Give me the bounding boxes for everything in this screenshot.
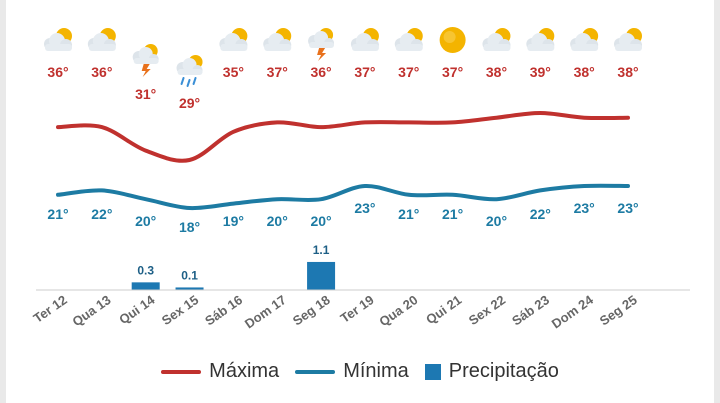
min-temp-label: 18° <box>179 219 200 235</box>
sun-cloud-icon <box>482 28 511 51</box>
legend-item-precip[interactable]: Precipitação <box>424 360 559 383</box>
min-temp-label: 23° <box>354 200 375 216</box>
x-tick-label: Dom 24 <box>549 292 597 332</box>
thunderstorm-icon <box>308 28 335 61</box>
max-temp-label: 37° <box>442 64 463 80</box>
sun-cloud-icon <box>219 28 248 51</box>
max-temp-label: 37° <box>267 64 288 80</box>
x-tick-label: Sáb 16 <box>202 292 245 328</box>
x-tick-label: Dom 17 <box>242 292 289 331</box>
rain-cloud-icon <box>176 55 203 87</box>
legend-item-min[interactable]: Mínima <box>295 360 409 383</box>
x-tick-label: Sex 15 <box>159 292 201 328</box>
min-temp-label: 20° <box>135 213 156 229</box>
x-tick-label: Seg 18 <box>290 292 333 328</box>
x-tick-label: Sáb 23 <box>509 292 552 328</box>
min-temp-label: 22° <box>91 206 112 222</box>
min-swatch <box>295 369 336 374</box>
min-temp-label: 21° <box>47 206 68 222</box>
precip-bar <box>131 282 160 290</box>
precip-label: 0.1 <box>181 268 198 282</box>
max-temp-label: 36° <box>310 64 331 80</box>
min-temp-label: 22° <box>530 206 551 222</box>
min-temp-label: 23° <box>574 200 595 216</box>
max-temp-label: 36° <box>91 64 112 80</box>
min-temp-label: 23° <box>617 200 638 216</box>
max-line <box>56 110 630 163</box>
max-temp-label: 35° <box>223 64 244 80</box>
precip-swatch <box>424 363 441 380</box>
max-swatch <box>161 369 202 374</box>
x-tick-label: Qua 20 <box>376 292 420 329</box>
x-tick-label: Sex 22 <box>466 292 508 328</box>
left-edge <box>0 0 6 403</box>
precip-bar <box>175 287 204 290</box>
max-temp-label: 31° <box>135 86 156 102</box>
min-temp-label: 20° <box>486 213 507 229</box>
max-temp-label: 29° <box>179 95 200 111</box>
right-edge <box>714 0 720 403</box>
sun-cloud-icon <box>44 28 72 51</box>
sun-cloud-icon <box>570 28 599 51</box>
legend-item-max[interactable]: Máxima <box>161 360 279 383</box>
precip-label: 1.1 <box>313 243 330 257</box>
sun-cloud-icon <box>526 28 555 51</box>
min-temp-label: 19° <box>223 213 244 229</box>
x-tick-label: Ter 19 <box>337 292 376 326</box>
sun-cloud-icon <box>614 28 642 51</box>
min-temp-label: 21° <box>398 206 419 222</box>
precip-bar <box>307 261 336 290</box>
x-tick-label: Qui 14 <box>116 292 158 328</box>
max-temp-label: 37° <box>354 64 375 80</box>
thunderstorm-icon <box>132 44 159 77</box>
max-temp-label: 38° <box>617 64 638 80</box>
sun-cloud-icon <box>87 28 116 51</box>
min-line <box>56 183 630 211</box>
sun-icon <box>439 27 466 53</box>
min-temp-label: 21° <box>442 206 463 222</box>
max-temp-label: 38° <box>486 64 507 80</box>
x-tick-label: Seg 25 <box>597 292 640 328</box>
legend: Máxima Mínima Precipitação <box>0 360 720 383</box>
legend-label-precip: Precipitação <box>448 360 559 382</box>
x-tick-label: Qua 13 <box>69 292 113 329</box>
max-temp-label: 39° <box>530 64 551 80</box>
min-temp-label: 20° <box>310 213 331 229</box>
min-temp-label: 20° <box>267 213 288 229</box>
precip-label: 0.3 <box>137 263 154 277</box>
max-temp-label: 36° <box>47 64 68 80</box>
sun-cloud-icon <box>263 28 292 51</box>
sun-cloud-icon <box>350 28 379 51</box>
legend-label-min: Mínima <box>343 360 409 382</box>
sun-cloud-icon <box>394 28 423 51</box>
x-tick-label: Qui 21 <box>423 292 464 327</box>
max-temp-label: 37° <box>398 64 419 80</box>
x-tick-label: Ter 12 <box>31 292 70 326</box>
legend-label-max: Máxima <box>209 360 280 382</box>
max-temp-label: 38° <box>574 64 595 80</box>
